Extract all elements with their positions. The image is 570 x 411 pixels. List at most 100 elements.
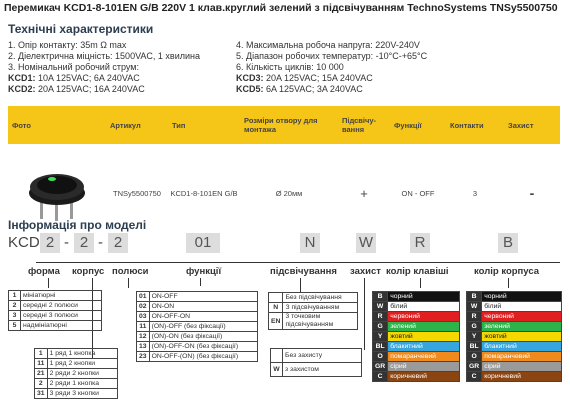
table-row: 5 надмініатюрні	[8, 320, 102, 331]
specs-left: 1. Опір контакту: 35m Ω max 2. Діелектри…	[8, 40, 200, 95]
spec-line: KCD5: 6A 125VAC; 3A 240VAC	[236, 84, 363, 94]
product-table: Фото Артикул Тип Розміри отвору для монт…	[8, 106, 560, 242]
spec-line: KCD1: 10A 125VAC; 6A 240VAC	[8, 73, 140, 83]
table-row: 03 ON-OFF-ON	[136, 311, 259, 322]
color-name: червоний	[387, 311, 460, 322]
table-row: 1 мініатюрні	[8, 290, 102, 301]
cell-type: KCD1-8-101EN G/B	[168, 144, 240, 242]
model-heading: Інформація про моделі	[8, 218, 147, 232]
cell-func: ON - OFF	[401, 188, 435, 198]
code-seg-body: 2	[74, 233, 94, 253]
color-name: жовтий	[387, 331, 460, 342]
label-poles: полюси	[112, 266, 149, 277]
table-row: 23 ON-OFF-(ON) (без фіксації)	[136, 351, 259, 362]
th-type: Тип	[168, 106, 240, 144]
color-code: B	[465, 291, 483, 302]
cell-hole: Ø 20мм	[275, 188, 303, 198]
color-name: білий	[481, 301, 562, 312]
cell-type-text: KCD1-8-101EN G/B	[170, 188, 238, 198]
table-row: Без підсвічування	[267, 292, 358, 303]
connector-line	[128, 278, 129, 288]
color-row: GR сірий	[371, 361, 460, 372]
table-row: TNSy5500750 KCD1-8-101EN G/B Ø 20мм + ON…	[8, 144, 560, 242]
cell-article: TNSy5500750	[113, 188, 161, 198]
color-name: чорний	[387, 291, 460, 302]
switch-image	[29, 174, 85, 221]
code-dash: -	[64, 234, 69, 251]
color-code: C	[371, 371, 389, 382]
table-row: 11 1 ряд 2 кнопки	[34, 358, 119, 369]
color-code: C	[465, 371, 483, 382]
color-code: Y	[371, 331, 389, 342]
table-row: 13 (ON)-OFF-ON (без фіксації)	[136, 341, 259, 352]
color-code: GR	[371, 361, 389, 372]
spec-line: KCD3: 20A 125VAC; 15A 240VAC	[236, 73, 373, 83]
color-code: G	[465, 321, 483, 332]
connector-line	[508, 278, 509, 288]
spec-line: 5. Діапазон робочих температур: -10°C-+6…	[236, 51, 428, 61]
color-name: зелений	[387, 321, 460, 332]
table-row: Без захисту	[270, 348, 362, 363]
color-code: W	[465, 301, 483, 312]
color-code: GR	[465, 361, 483, 372]
color-name: коричневий	[387, 371, 460, 382]
product-photo	[8, 144, 106, 242]
label-protect: захист	[350, 266, 381, 277]
color-code: BL	[371, 341, 389, 352]
table-row: 2 середні 2 полюси	[8, 300, 102, 311]
color-name: сірий	[481, 361, 562, 372]
spec-line: 4. Максимальна робоча напруга: 220V-240V	[236, 40, 420, 50]
color-name: білий	[387, 301, 460, 312]
color-code: Y	[465, 331, 483, 342]
color-name: зелений	[481, 321, 562, 332]
color-name: блакитний	[387, 341, 460, 352]
th-light: Підсвічу-вання	[338, 106, 390, 144]
color-code: O	[465, 351, 483, 362]
page-title: Перемикач KCD1-8-101EN G/B 220V 1 клав.к…	[4, 2, 558, 14]
color-code: BL	[465, 341, 483, 352]
spec-line: 6. Кількість циклів: 10 000	[236, 62, 344, 72]
color-code: R	[371, 311, 389, 322]
th-hole: Розміри отвору для монтажа	[240, 106, 338, 144]
table-row: 3 середні 3 полюси	[8, 310, 102, 321]
code-seg-light: N	[300, 233, 320, 253]
color-code: G	[371, 321, 389, 332]
connector-line	[300, 278, 301, 292]
color-row: BL блакитний	[371, 341, 460, 352]
spec-line: KCD2: 20A 125VAC; 16A 240VAC	[8, 84, 145, 94]
code-seg-func: 01	[186, 233, 220, 253]
table-row: EN 3 точковим підсвічуванням	[267, 312, 358, 330]
table-row: 11 (ON)-OFF (без фіксації)	[136, 321, 259, 332]
color-code: O	[371, 351, 389, 362]
th-photo: Фото	[8, 106, 106, 144]
color-name: жовтий	[481, 331, 562, 342]
cell-protect: -	[529, 185, 535, 201]
model-prefix: KCD	[8, 234, 40, 251]
connector-line	[420, 278, 421, 288]
form-table: 1 мініатюрні 2 середні 2 полюси 3 середні 3…	[8, 290, 102, 331]
label-body-color: колір корпуса	[474, 266, 540, 277]
color-name: помаранчевий	[481, 351, 562, 362]
code-seg-bodycolor: B	[498, 233, 518, 253]
spec-line: 3. Номінальний робочий струм:	[8, 62, 139, 72]
connector-line	[48, 278, 49, 288]
color-name: чорний	[481, 291, 562, 302]
label-body: корпус	[72, 266, 105, 277]
